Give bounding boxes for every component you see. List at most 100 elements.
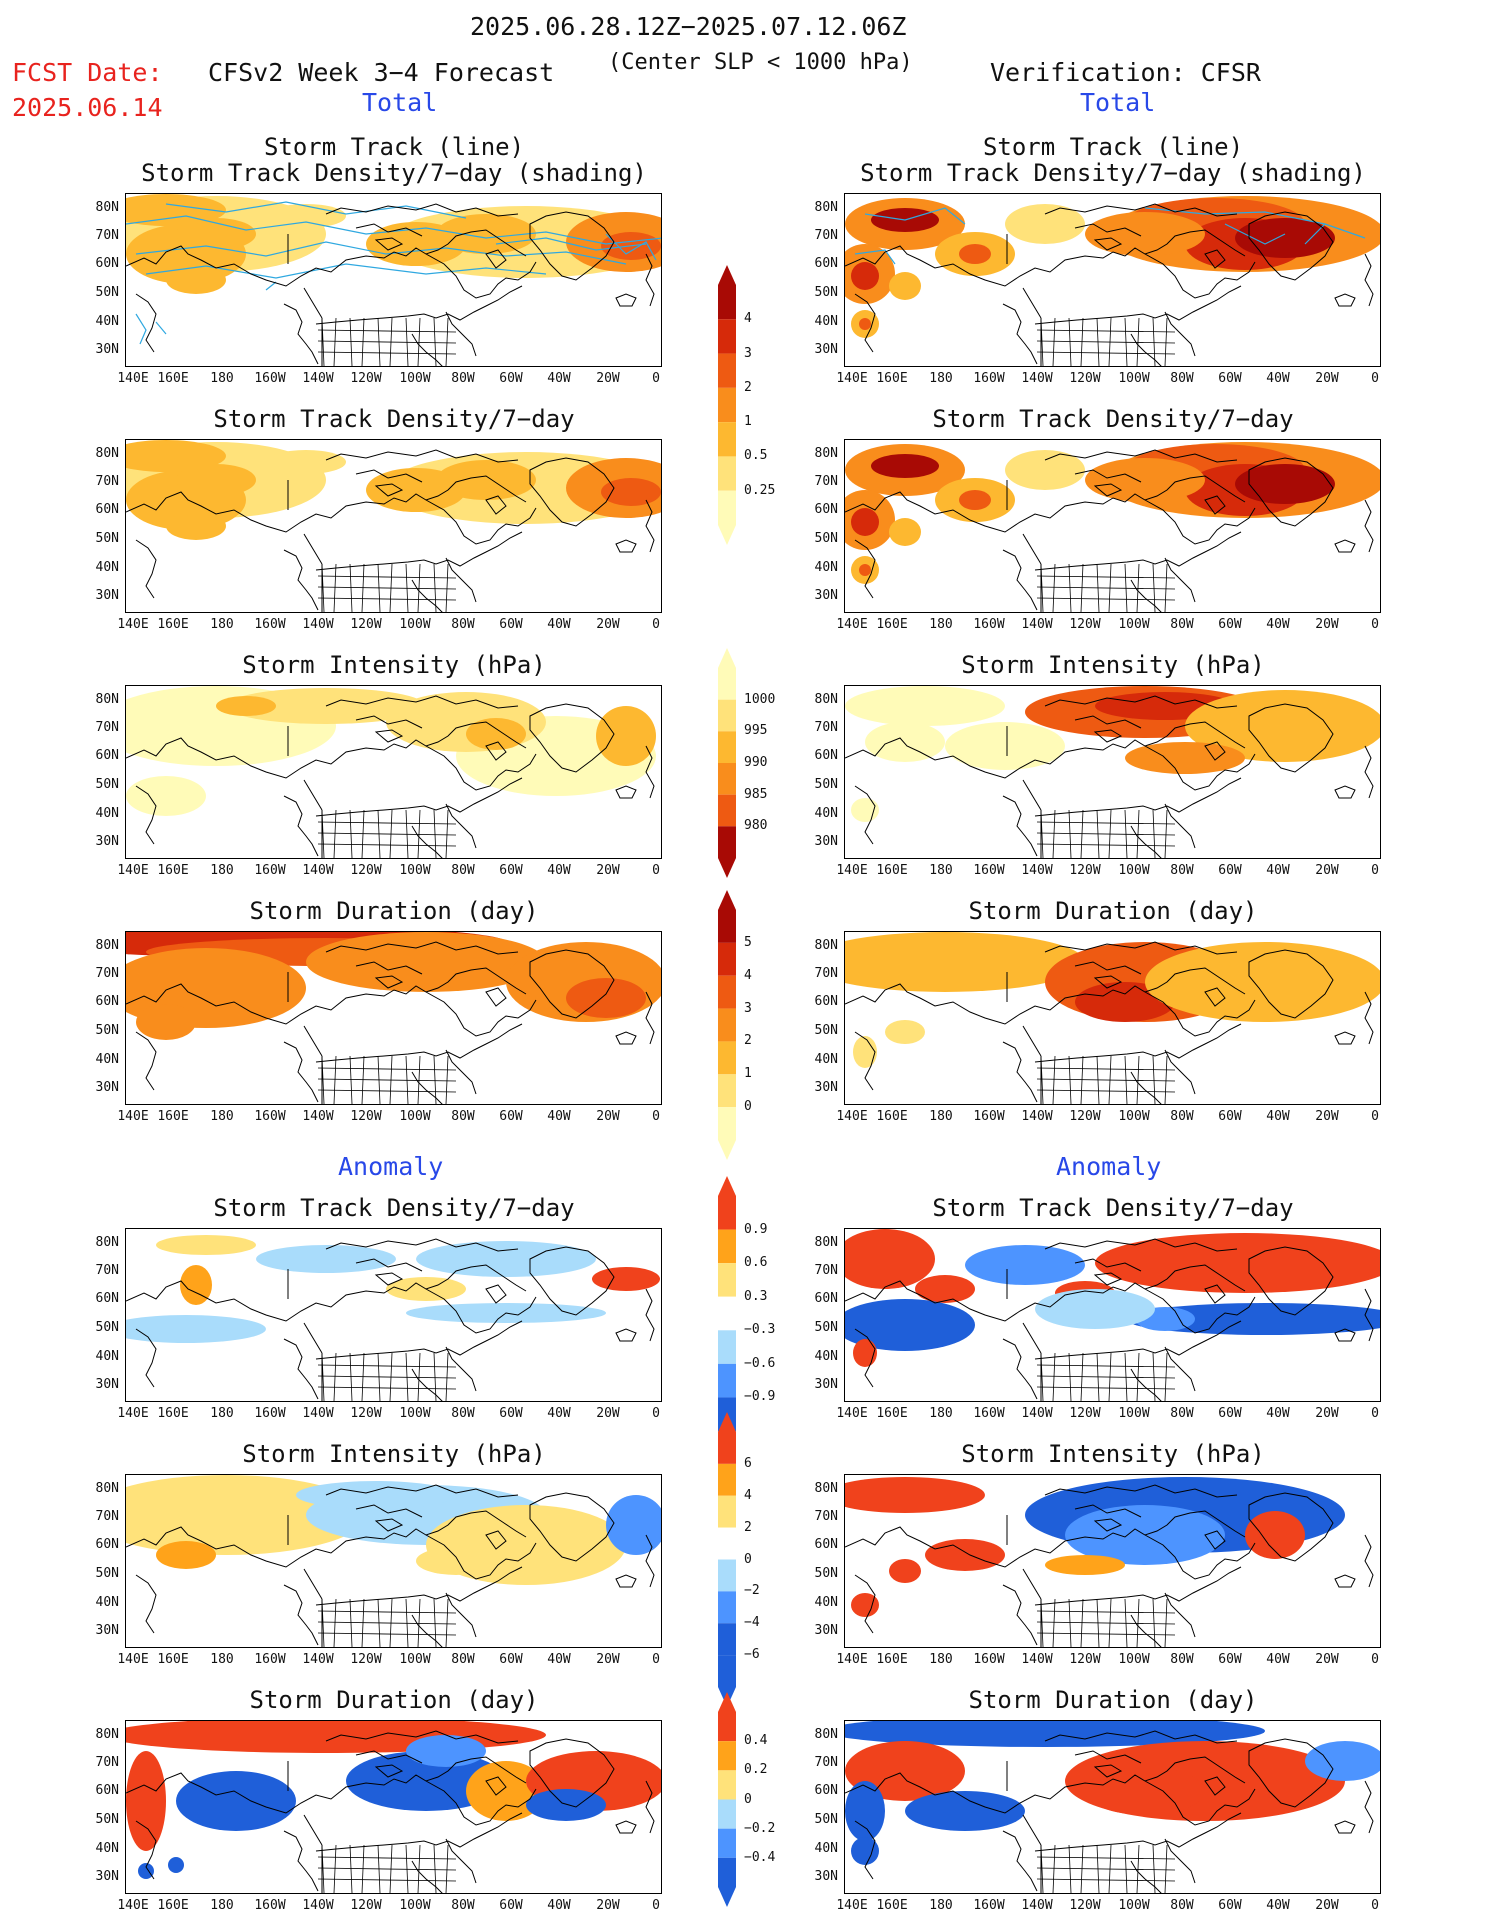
lon-tick-label: 120W: [1069, 1898, 1101, 1913]
lat-tick-label: 80N: [814, 938, 838, 953]
shading-cell: [266, 204, 346, 228]
colorbar-label: 0.6: [744, 1255, 768, 1271]
lon-tick-label: 180: [210, 1406, 234, 1421]
verification-label: Verification: CFSR: [990, 58, 1261, 87]
lon-tick-label: 160W: [973, 371, 1005, 386]
lon-tick-label: 140E: [117, 371, 149, 386]
lon-tick-label: 100W: [1118, 371, 1150, 386]
lon-tick-label: 0: [652, 1109, 660, 1124]
lon-tick-label: 0: [1371, 617, 1379, 632]
lat-tick-label: 40N: [95, 560, 119, 575]
shading-cell: [406, 1735, 486, 1767]
lon-tick-label: 140W: [302, 617, 334, 632]
storm-track-line: [265, 281, 277, 291]
lon-tick-label: 100W: [1118, 863, 1150, 878]
lon-tick-label: 60W: [499, 617, 523, 632]
shading-cell: [1095, 1233, 1380, 1293]
colorbar-label: −0.4: [744, 1849, 776, 1865]
lon-tick-label: 100W: [399, 371, 431, 386]
colorbar-intensity-total: [718, 648, 736, 878]
lon-tick-label: 0: [1371, 1652, 1379, 1667]
colorbar-label: 2: [744, 379, 752, 395]
colorbar-label: 1: [744, 1066, 752, 1082]
shading-cell: [176, 218, 256, 250]
colorbar-swatch: [718, 1074, 736, 1108]
map-canvas: [126, 686, 656, 858]
lon-tick-label: 40W: [547, 1406, 571, 1421]
lon-tick-label: 160E: [157, 863, 189, 878]
lon-tick-label: 160E: [876, 1109, 908, 1124]
coastline: [126, 695, 655, 858]
lon-tick-label: 120W: [1069, 617, 1101, 632]
shading-cell: [1045, 1555, 1125, 1575]
lon-tick-label: 140W: [1021, 1898, 1053, 1913]
lon-tick-label: 100W: [1118, 1898, 1150, 1913]
lon-tick-label: 0: [1371, 1898, 1379, 1913]
title-track-line-left: Storm Track (line): [263, 133, 525, 161]
colorbar-swatch: [718, 1712, 736, 1742]
colorbar-label: 2: [744, 1033, 752, 1049]
colorbar-label: 0: [744, 1791, 752, 1807]
lon-tick-label: 20W: [1315, 617, 1339, 632]
lon-tick-label: 120W: [1069, 1406, 1101, 1421]
lon-tick-label: 60W: [499, 863, 523, 878]
lon-tick-label: 60W: [1218, 1406, 1242, 1421]
lon-tick-label: 160E: [157, 1406, 189, 1421]
lon-tick-label: 160W: [254, 617, 286, 632]
lat-tick-label: 30N: [814, 1080, 838, 1095]
title-duration-anom-right: Storm Duration (day): [968, 1686, 1258, 1714]
colorbar-swatch: [718, 1432, 736, 1464]
title-track-shading-right: Storm Track Density/7−day (shading): [860, 159, 1366, 187]
colorbar-label: 0.4: [744, 1733, 768, 1749]
map-density-total-verif: [844, 439, 1381, 613]
colorbar-swatch: [718, 1107, 736, 1140]
colorbar-swatch: [718, 353, 736, 388]
lon-tick-label: 160W: [254, 1406, 286, 1421]
lat-tick-label: 80N: [95, 1727, 119, 1742]
criterion: (Center SLP < 1000 hPa): [608, 50, 913, 75]
lon-tick-label: 0: [1371, 863, 1379, 878]
coastline: [126, 1730, 655, 1893]
lat-tick-label: 30N: [814, 1623, 838, 1638]
coastline: [126, 1238, 655, 1401]
shading-cell: [156, 1235, 256, 1255]
map-canvas: [126, 1475, 661, 1647]
lon-tick-label: 60W: [1218, 617, 1242, 632]
lon-tick-label: 20W: [1315, 863, 1339, 878]
colorbar-swatch: [718, 1799, 736, 1829]
map-canvas: [126, 194, 661, 366]
lon-tick-label: 160E: [157, 617, 189, 632]
colorbar-label: 985: [744, 786, 768, 802]
map-intensity-total-verif: [844, 685, 1381, 859]
shading-cell: [592, 1267, 660, 1291]
lat-tick-label: 30N: [95, 1377, 119, 1392]
colorbar-swatch: [718, 1363, 736, 1398]
colorbar-intensity-anom: [718, 1412, 736, 1707]
map-canvas: [126, 1235, 660, 1401]
lon-tick-label: 180: [929, 1109, 953, 1124]
lon-tick-label: 140E: [836, 863, 868, 878]
section-anomaly-right: Anomaly: [1056, 1152, 1162, 1181]
lon-tick-label: 60W: [1218, 371, 1242, 386]
lon-tick-label: 40W: [1266, 1109, 1290, 1124]
lon-tick-label: 80W: [451, 863, 475, 878]
colorbar-swatch: [718, 1463, 736, 1496]
shading-cell: [526, 1789, 606, 1821]
shading-cell: [156, 1541, 216, 1569]
fcst-date-label: FCST Date:: [12, 58, 163, 87]
lat-tick-label: 40N: [95, 1349, 119, 1364]
lat-tick-label: 80N: [814, 1235, 838, 1250]
lat-tick-label: 80N: [95, 692, 119, 707]
lon-tick-label: 40W: [1266, 863, 1290, 878]
lon-tick-label: 180: [929, 863, 953, 878]
shading-cell: [596, 706, 656, 766]
colorbar-swatch: [718, 456, 736, 491]
map-canvas: [126, 1721, 661, 1893]
lat-tick-label: 50N: [95, 777, 119, 792]
lon-tick-label: 140E: [836, 1652, 868, 1667]
lon-tick-label: 160W: [254, 863, 286, 878]
shading-cell: [853, 1339, 877, 1367]
lon-tick-label: 180: [210, 371, 234, 386]
lon-tick-label: 160E: [876, 371, 908, 386]
map-canvas: [845, 932, 1380, 1104]
